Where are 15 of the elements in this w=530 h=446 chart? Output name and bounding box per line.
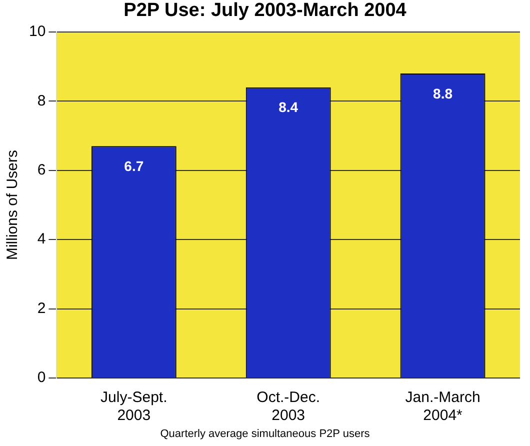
x-tick-label: July-Sept. 2003: [100, 389, 168, 424]
chart-title: P2P Use: July 2003-March 2004: [122, 0, 408, 22]
data-label: 8.8: [433, 85, 453, 102]
x-tick-label: Oct.-Dec. 2003: [256, 389, 320, 424]
data-label: 8.4: [278, 99, 298, 116]
y-axis-title: Millions of Users: [4, 150, 22, 260]
y-tick-label: 10: [28, 23, 46, 40]
y-tick-label: 8: [37, 92, 46, 110]
x-tick-label: Jan.-March 2004*: [405, 389, 480, 424]
y-tick-label: 0: [37, 369, 46, 386]
y-tick-label: 2: [37, 300, 46, 317]
y-tick-label: 6: [37, 162, 46, 179]
text: Quarterly average simultaneous P2P users: [159, 428, 371, 440]
y-tick-label: 4: [37, 230, 46, 248]
data-label: 6.7: [124, 158, 144, 174]
